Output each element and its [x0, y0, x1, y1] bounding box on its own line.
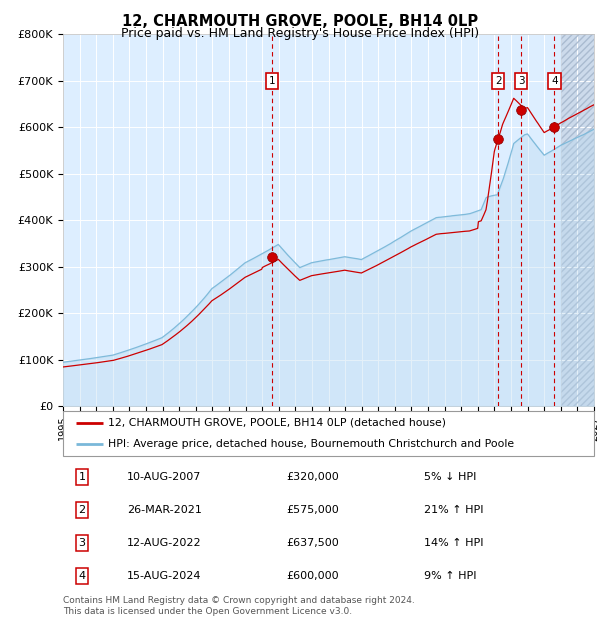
Text: Price paid vs. HM Land Registry's House Price Index (HPI): Price paid vs. HM Land Registry's House … [121, 27, 479, 40]
Text: £637,500: £637,500 [286, 538, 339, 548]
Text: 1: 1 [79, 472, 86, 482]
Text: 2: 2 [79, 505, 86, 515]
Bar [561, 34, 594, 406]
Text: 12-AUG-2022: 12-AUG-2022 [127, 538, 202, 548]
Text: 5% ↓ HPI: 5% ↓ HPI [424, 472, 476, 482]
Text: 26-MAR-2021: 26-MAR-2021 [127, 505, 202, 515]
Text: £575,000: £575,000 [286, 505, 339, 515]
Text: 3: 3 [79, 538, 86, 548]
Text: £600,000: £600,000 [286, 571, 338, 581]
Text: 2: 2 [495, 76, 502, 86]
Text: 14% ↑ HPI: 14% ↑ HPI [424, 538, 484, 548]
Text: 1: 1 [269, 76, 275, 86]
Bar [561, 34, 594, 406]
Text: 15-AUG-2024: 15-AUG-2024 [127, 571, 201, 581]
Text: HPI: Average price, detached house, Bournemouth Christchurch and Poole: HPI: Average price, detached house, Bour… [108, 439, 514, 449]
Text: 10-AUG-2007: 10-AUG-2007 [127, 472, 201, 482]
Text: 21% ↑ HPI: 21% ↑ HPI [424, 505, 484, 515]
Text: Contains HM Land Registry data © Crown copyright and database right 2024.
This d: Contains HM Land Registry data © Crown c… [63, 596, 415, 616]
Text: 12, CHARMOUTH GROVE, POOLE, BH14 0LP (detached house): 12, CHARMOUTH GROVE, POOLE, BH14 0LP (de… [108, 418, 446, 428]
Text: £320,000: £320,000 [286, 472, 339, 482]
FancyBboxPatch shape [63, 411, 594, 456]
Text: 9% ↑ HPI: 9% ↑ HPI [424, 571, 476, 581]
Text: 12, CHARMOUTH GROVE, POOLE, BH14 0LP: 12, CHARMOUTH GROVE, POOLE, BH14 0LP [122, 14, 478, 29]
Text: 4: 4 [79, 571, 86, 581]
Text: 3: 3 [518, 76, 524, 86]
Text: 4: 4 [551, 76, 557, 86]
